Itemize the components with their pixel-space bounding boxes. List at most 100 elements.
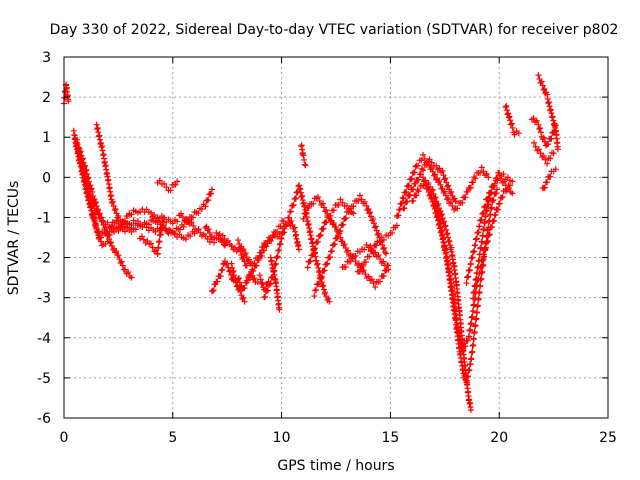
data-point [472, 322, 479, 329]
data-point [151, 211, 158, 218]
data-point [464, 379, 471, 386]
data-point [437, 208, 444, 215]
data-point [253, 262, 260, 269]
data-point [488, 204, 495, 211]
data-point [470, 179, 477, 186]
data-point [330, 220, 337, 227]
data-point [399, 200, 406, 207]
data-point [373, 242, 380, 249]
data-point [471, 301, 478, 308]
x-tick-label: 15 [381, 430, 399, 446]
data-point [225, 237, 232, 244]
data-point [452, 198, 459, 205]
data-point [535, 146, 542, 153]
data-point [462, 194, 469, 201]
data-point [367, 209, 374, 216]
data-point [340, 221, 347, 228]
data-point [355, 197, 362, 204]
data-point [537, 150, 544, 157]
data-point [315, 264, 322, 271]
data-point [420, 151, 427, 158]
data-point [496, 200, 503, 207]
data-point [476, 251, 483, 258]
data-point [108, 224, 115, 231]
data-point [118, 258, 125, 265]
data-point [471, 289, 478, 296]
data-point [85, 174, 92, 181]
data-point [95, 228, 102, 235]
data-point [232, 275, 239, 282]
data-point [342, 215, 349, 222]
data-point [380, 236, 387, 243]
data-point [99, 242, 106, 249]
data-point [401, 205, 408, 212]
data-point [414, 186, 421, 193]
data-point [297, 189, 304, 196]
data-point [480, 168, 487, 175]
data-point [410, 186, 417, 193]
data-point [507, 121, 514, 128]
data-point [537, 129, 544, 136]
data-point [541, 184, 548, 191]
data-point [315, 280, 322, 287]
data-point [121, 266, 128, 273]
data-point [187, 233, 194, 240]
data-point [448, 188, 455, 195]
data-point [190, 222, 197, 229]
data-point [323, 261, 330, 268]
data-point [463, 280, 470, 287]
data-point [185, 217, 192, 224]
data-point [234, 282, 241, 289]
data-point [255, 257, 262, 264]
data-point [548, 110, 555, 117]
data-segment [243, 222, 289, 284]
data-point [473, 235, 480, 242]
data-point [467, 260, 474, 267]
data-point [370, 220, 377, 227]
data-point [395, 212, 402, 219]
data-point [509, 178, 516, 185]
data-point [312, 245, 319, 252]
data-point [426, 156, 433, 163]
data-point [79, 155, 86, 162]
data-point [96, 210, 103, 217]
data-point [547, 173, 554, 180]
y-tick-label: -2 [37, 251, 51, 267]
y-tick-label: -1 [37, 210, 51, 226]
y-tick-label: 2 [42, 90, 51, 106]
data-point [444, 230, 451, 237]
data-point [406, 191, 413, 198]
data-point [480, 209, 487, 216]
data-point [474, 309, 481, 316]
data-point [316, 232, 323, 239]
data-point [174, 218, 181, 225]
data-point [242, 250, 249, 257]
data-point [451, 195, 458, 202]
data-point [336, 228, 343, 235]
data-segment [393, 151, 492, 219]
data-point [438, 211, 445, 218]
data-point [454, 205, 461, 212]
x-tick-label: 10 [273, 430, 291, 446]
data-point [302, 162, 309, 169]
data-point [430, 172, 437, 179]
data-point [366, 253, 373, 260]
data-point [93, 222, 100, 229]
data-segment [228, 260, 248, 305]
data-point [211, 234, 218, 241]
data-point [459, 348, 466, 355]
data-segment [267, 254, 283, 313]
data-point [290, 202, 297, 209]
data-point [415, 176, 422, 183]
data-point [327, 212, 334, 219]
data-point [459, 199, 466, 206]
data-point [492, 211, 499, 218]
data-point [439, 167, 446, 174]
data-point [159, 225, 166, 232]
data-point [478, 164, 485, 171]
data-point [389, 229, 396, 236]
data-point [256, 272, 263, 279]
data-point [308, 235, 315, 242]
data-point [262, 293, 269, 300]
